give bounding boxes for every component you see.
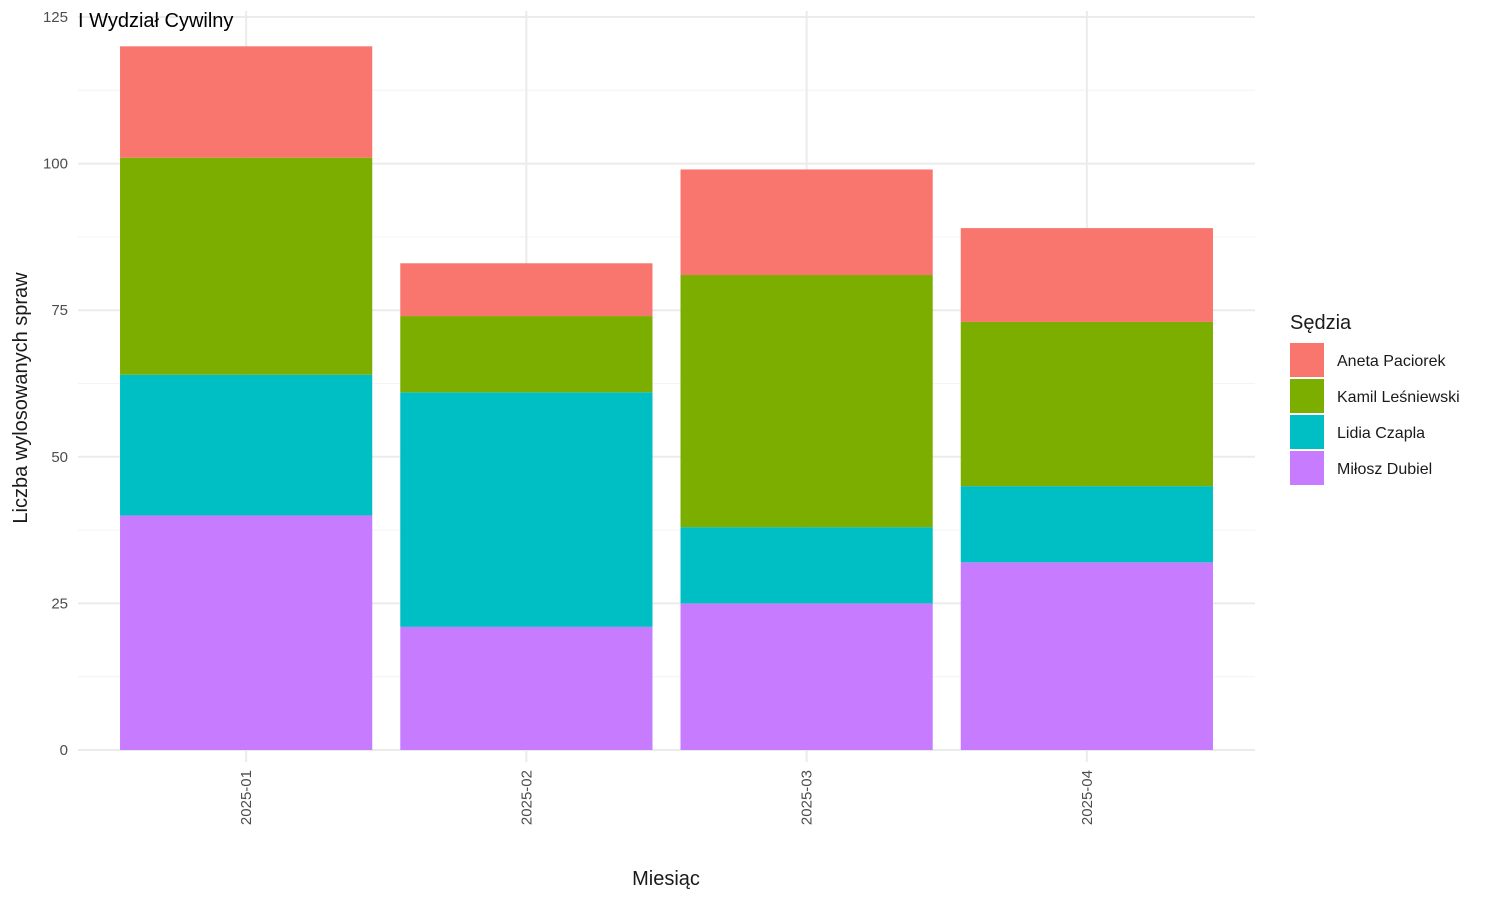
bar-segment-lidia-czapla-2025-02 [400, 392, 653, 627]
chart-title: I Wydział Cywilny [78, 10, 233, 32]
bar-segment-kamil-lesniewski-2025-04 [960, 321, 1213, 487]
bar-segment-aneta-paciorek-2025-03 [680, 169, 933, 276]
bar-segment-lidia-czapla-2025-04 [960, 486, 1213, 563]
y-tick-label: 50 [51, 449, 68, 466]
legend-swatch [1290, 379, 1324, 413]
x-axis-ticks: 2025-01 2025-02 2025-03 2025-04 [238, 770, 1096, 825]
legend-swatch [1290, 451, 1324, 485]
bar-segment-lidia-czapla-2025-01 [120, 374, 373, 516]
bar-segment-milosz-dubiel-2025-01 [120, 515, 373, 750]
bar-segment-aneta-paciorek-2025-02 [400, 263, 653, 317]
legend-swatch [1290, 343, 1324, 377]
bars-layer [120, 46, 1213, 750]
y-tick-label: 100 [43, 156, 68, 173]
bar-segment-kamil-lesniewski-2025-02 [400, 316, 653, 393]
bar-segment-kamil-lesniewski-2025-01 [120, 157, 373, 375]
x-tick-label: 2025-01 [238, 770, 255, 825]
legend-label: Lidia Czapla [1337, 425, 1425, 442]
bar-segment-milosz-dubiel-2025-04 [960, 562, 1213, 750]
x-tick-label: 2025-03 [799, 770, 816, 825]
legend-label: Miłosz Dubiel [1337, 461, 1432, 478]
bar-segment-kamil-lesniewski-2025-03 [680, 275, 933, 528]
y-tick-label: 75 [51, 302, 68, 319]
y-tick-label: 0 [60, 742, 68, 759]
bar-segment-milosz-dubiel-2025-03 [680, 603, 933, 750]
legend-label: Aneta Paciorek [1337, 353, 1447, 370]
bar-segment-lidia-czapla-2025-03 [680, 527, 933, 604]
x-tick-label: 2025-02 [518, 770, 535, 825]
bar-segment-aneta-paciorek-2025-04 [960, 228, 1213, 322]
x-axis-title: Miesiąc [632, 868, 700, 890]
bar-segment-aneta-paciorek-2025-01 [120, 46, 373, 158]
y-tick-label: 25 [51, 595, 68, 612]
legend-title: Sędzia [1290, 312, 1352, 334]
bar-segment-milosz-dubiel-2025-02 [400, 626, 653, 750]
legend-swatch [1290, 415, 1324, 449]
legend-label: Kamil Leśniewski [1337, 389, 1460, 406]
x-tick-label: 2025-04 [1079, 770, 1096, 825]
y-axis-title: Liczba wylosowanych spraw [10, 272, 32, 524]
legend: Sędzia Aneta Paciorek Kamil Leśniewski Lid… [1290, 312, 1460, 485]
y-axis-ticks: 0 25 50 75 100 125 [43, 9, 68, 759]
y-tick-label: 125 [43, 9, 68, 26]
